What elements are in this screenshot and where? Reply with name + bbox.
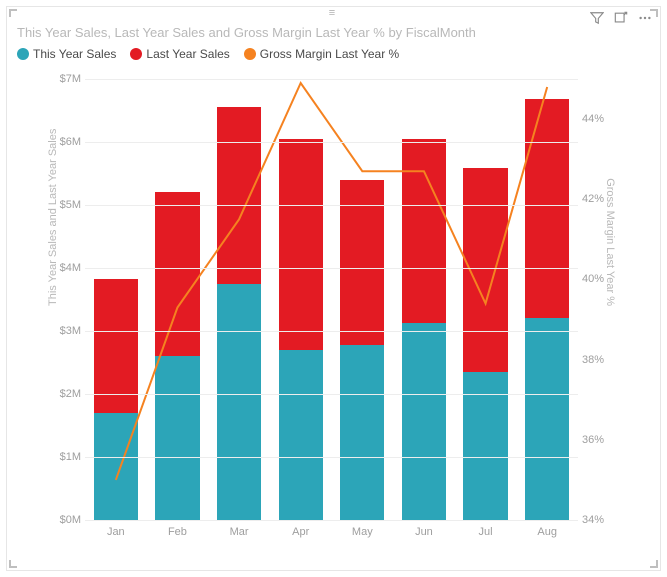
gridline (85, 457, 578, 458)
y-tick-right: 42% (582, 193, 614, 205)
bar-stack (463, 79, 507, 520)
bar-segment-this-year[interactable] (279, 350, 323, 520)
bar-stack (279, 79, 323, 520)
x-tick: Apr (292, 526, 309, 538)
visual-container: ≡ This Year Sales, Last Year Sales and G… (6, 6, 661, 571)
bar-segment-this-year[interactable] (402, 323, 446, 520)
bar-group[interactable] (516, 79, 578, 520)
plot-area: This Year Sales and Last Year Sales Gros… (49, 71, 614, 540)
bar-stack (155, 79, 199, 520)
y-tick-left: $3M (49, 325, 81, 337)
y-tick-right: 38% (582, 354, 614, 366)
more-options-icon[interactable] (638, 11, 652, 25)
bar-group[interactable] (208, 79, 270, 520)
bar-segment-last-year[interactable] (525, 99, 569, 318)
bar-segment-last-year[interactable] (463, 168, 507, 371)
x-tick: Jul (479, 526, 493, 538)
y-tick-right: 44% (582, 113, 614, 125)
bar-stack (402, 79, 446, 520)
bar-segment-last-year[interactable] (217, 107, 261, 283)
bars-container (85, 79, 578, 520)
legend-swatch-margin (244, 48, 256, 60)
legend-label: Last Year Sales (146, 47, 229, 61)
bar-segment-this-year[interactable] (94, 413, 138, 520)
legend-swatch-last-year (130, 48, 142, 60)
resize-handle-tl[interactable] (9, 9, 17, 17)
x-tick: May (352, 526, 373, 538)
legend-swatch-this-year (17, 48, 29, 60)
chart-title: This Year Sales, Last Year Sales and Gro… (17, 25, 476, 40)
legend-item-margin[interactable]: Gross Margin Last Year % (244, 47, 399, 61)
legend: This Year Sales Last Year Sales Gross Ma… (17, 47, 399, 61)
bar-group[interactable] (270, 79, 332, 520)
x-tick: Feb (168, 526, 187, 538)
legend-label: This Year Sales (33, 47, 116, 61)
y-tick-right: 36% (582, 434, 614, 446)
y-tick-left: $2M (49, 388, 81, 400)
bar-segment-last-year[interactable] (402, 139, 446, 324)
x-tick: Mar (230, 526, 249, 538)
legend-item-this-year[interactable]: This Year Sales (17, 47, 116, 61)
y-tick-left: $4M (49, 262, 81, 274)
bar-group[interactable] (332, 79, 394, 520)
gridline (85, 520, 578, 521)
bar-group[interactable] (147, 79, 209, 520)
filter-icon[interactable] (590, 11, 604, 25)
legend-label: Gross Margin Last Year % (260, 47, 399, 61)
bar-stack (340, 79, 384, 520)
bar-segment-this-year[interactable] (155, 356, 199, 520)
gridline (85, 268, 578, 269)
gridline (85, 205, 578, 206)
drag-handle-icon[interactable]: ≡ (329, 7, 338, 19)
resize-handle-br[interactable] (650, 560, 658, 568)
y-tick-right: 34% (582, 514, 614, 526)
focus-mode-icon[interactable] (614, 11, 628, 25)
legend-item-last-year[interactable]: Last Year Sales (130, 47, 229, 61)
y-tick-left: $7M (49, 73, 81, 85)
y-tick-right: 40% (582, 273, 614, 285)
bar-group[interactable] (393, 79, 455, 520)
y-tick-left: $1M (49, 451, 81, 463)
x-tick: Aug (537, 526, 557, 538)
plot-inner: $0M$1M$2M$3M$4M$5M$6M$7M34%36%38%40%42%4… (85, 79, 578, 520)
y-tick-left: $6M (49, 136, 81, 148)
x-tick: Jan (107, 526, 125, 538)
bar-segment-last-year[interactable] (94, 279, 138, 413)
resize-handle-bl[interactable] (9, 560, 17, 568)
gridline (85, 394, 578, 395)
bar-segment-this-year[interactable] (217, 284, 261, 520)
gridline (85, 142, 578, 143)
bar-stack (94, 79, 138, 520)
bar-segment-this-year[interactable] (525, 318, 569, 520)
y-tick-left: $5M (49, 199, 81, 211)
bar-stack (525, 79, 569, 520)
x-tick: Jun (415, 526, 433, 538)
bar-group[interactable] (455, 79, 517, 520)
gridline (85, 79, 578, 80)
visual-header-icons (590, 11, 652, 25)
bar-segment-last-year[interactable] (279, 139, 323, 350)
bar-group[interactable] (85, 79, 147, 520)
y-tick-left: $0M (49, 514, 81, 526)
gridline (85, 331, 578, 332)
bar-stack (217, 79, 261, 520)
y-axis-left-label: This Year Sales and Last Year Sales (47, 128, 59, 305)
bar-segment-this-year[interactable] (340, 345, 384, 520)
